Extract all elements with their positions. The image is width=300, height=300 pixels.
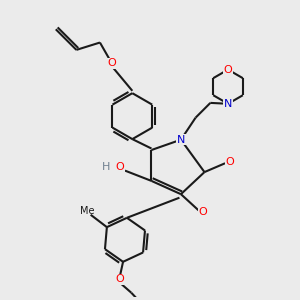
Text: O: O (225, 157, 234, 167)
Text: O: O (224, 64, 233, 75)
Text: Me: Me (80, 206, 94, 216)
Text: O: O (115, 274, 124, 284)
Text: O: O (115, 162, 124, 172)
Text: N: N (177, 135, 185, 145)
Text: O: O (107, 58, 116, 68)
Text: O: O (199, 207, 207, 217)
Text: H: H (102, 162, 110, 172)
Text: N: N (224, 99, 232, 109)
